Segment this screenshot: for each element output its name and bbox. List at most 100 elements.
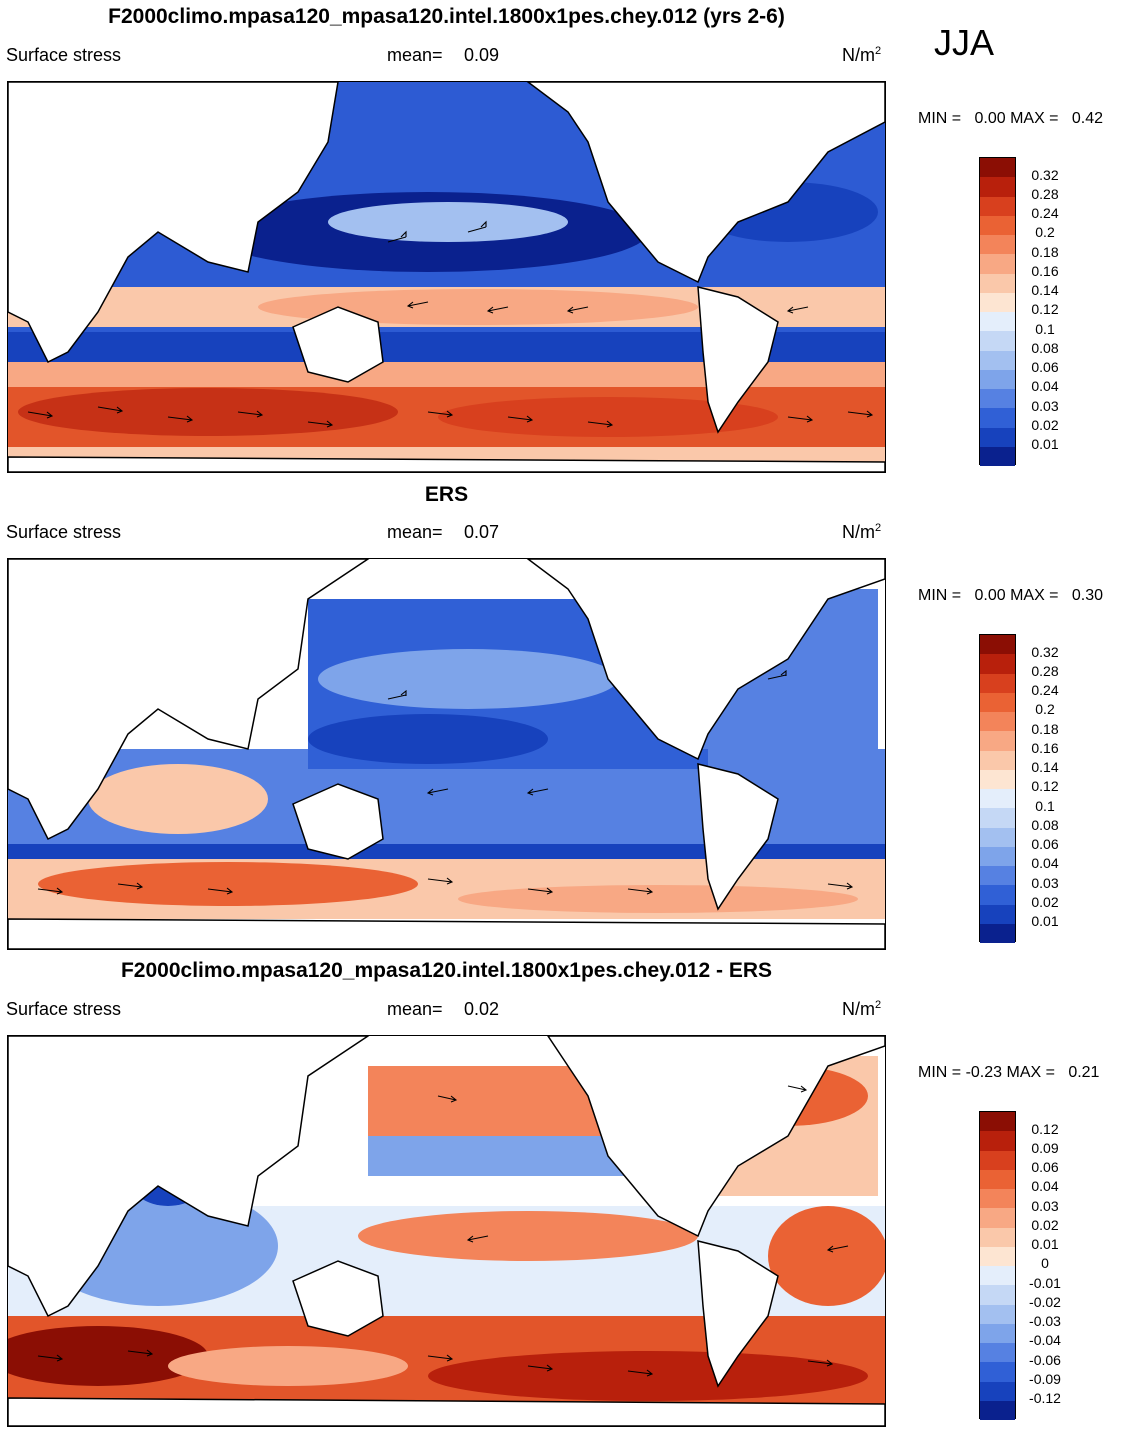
panel-3-min-label: MIN =: [918, 1064, 962, 1081]
colorbar-label: 0.09: [1031, 1140, 1059, 1156]
colorbar-swatch: [980, 654, 1015, 674]
season-label: JJA: [934, 22, 995, 63]
colorbar-swatch: [980, 158, 1015, 178]
panel-3-units: N/m2: [842, 999, 882, 1019]
colorbar-label: 0.06: [1031, 836, 1059, 852]
colorbar-label: 0.28: [1031, 663, 1059, 679]
panel-1-map: [7, 81, 886, 473]
colorbar-swatch: [980, 846, 1015, 866]
panel-2-variable: Surface stress: [6, 522, 122, 542]
colorbar-swatch: [980, 446, 1015, 466]
colorbar-label: 0.04: [1031, 378, 1059, 394]
colorbar-label: -0.03: [1029, 1313, 1061, 1329]
colorbar-swatch: [980, 885, 1015, 905]
colorbar-label: -0.09: [1029, 1371, 1061, 1387]
colorbar-swatch: [980, 673, 1015, 693]
panel-2-mean-value: 0.07: [464, 522, 500, 542]
colorbar-swatch: [980, 254, 1015, 274]
colorbar-label: 0.1: [1035, 321, 1055, 337]
colorbar-label: 0.2: [1035, 701, 1055, 717]
panel-1-colorbar: [979, 157, 1016, 466]
colorbar-swatch: [980, 312, 1015, 332]
colorbar-swatch: [980, 866, 1015, 886]
panel-2-colorbar: [979, 634, 1016, 943]
panel-2-max-value: 0.30: [1071, 587, 1104, 604]
panel-3-minmax: MIN = -0.23 MAX = 0.21: [918, 1064, 1099, 1082]
colorbar-label: 0.2: [1035, 224, 1055, 240]
colorbar-swatch: [980, 273, 1015, 293]
colorbar-swatch: [980, 1131, 1015, 1151]
colorbar-label: 0.02: [1031, 1217, 1059, 1233]
panel-3-max-label: MAX =: [1006, 1064, 1055, 1081]
colorbar-swatch: [980, 1112, 1015, 1132]
colorbar-label: 0: [1041, 1255, 1049, 1271]
panel-1-mean-label: mean=: [387, 45, 443, 65]
panel-2-minmax: MIN = 0.00 MAX = 0.30: [918, 587, 1103, 605]
colorbar-swatch: [980, 292, 1015, 312]
colorbar-label: -0.01: [1029, 1275, 1061, 1291]
colorbar-label: 0.18: [1031, 721, 1059, 737]
panel-2-units: N/m2: [842, 522, 882, 542]
panel-1-title: F2000climo.mpasa120_mpasa120.intel.1800x…: [108, 5, 785, 28]
panel-1-mean-value: 0.09: [464, 45, 500, 65]
colorbar-swatch: [980, 923, 1015, 943]
colorbar-label: 0.03: [1031, 398, 1059, 414]
panel-3-mean-label: mean=: [387, 999, 443, 1019]
colorbar-label: 0.14: [1031, 759, 1059, 775]
colorbar-label: 0.02: [1031, 417, 1059, 433]
colorbar-swatch: [980, 904, 1015, 924]
colorbar-label: -0.12: [1029, 1390, 1061, 1406]
panel-2-max-label: MAX =: [1010, 587, 1059, 604]
colorbar-swatch: [980, 1285, 1015, 1305]
colorbar-swatch: [980, 196, 1015, 216]
panel-3-map: [7, 1035, 886, 1427]
colorbar-swatch: [980, 235, 1015, 255]
colorbar-swatch: [980, 369, 1015, 389]
colorbar-label: 0.1: [1035, 798, 1055, 814]
colorbar-label: 0.12: [1031, 1121, 1059, 1137]
colorbar-swatch: [980, 789, 1015, 809]
colorbar-label: 0.12: [1031, 778, 1059, 794]
colorbar-swatch: [980, 1266, 1015, 1286]
panel-2-mean-label: mean=: [387, 522, 443, 542]
colorbar-label: 0.32: [1031, 644, 1059, 660]
panel-1-units: N/m2: [842, 45, 882, 65]
colorbar-label: 0.01: [1031, 1236, 1059, 1252]
panel-2-min-label: MIN =: [918, 587, 962, 604]
colorbar-label: 0.08: [1031, 340, 1059, 356]
colorbar-swatch: [980, 692, 1015, 712]
colorbar-label: 0.28: [1031, 186, 1059, 202]
colorbar-swatch: [980, 750, 1015, 770]
colorbar-label: 0.01: [1031, 913, 1059, 929]
panel-1-max-value: 0.42: [1071, 110, 1104, 127]
colorbar-label: 0.16: [1031, 740, 1059, 756]
colorbar-swatch: [980, 1227, 1015, 1247]
colorbar-swatch: [980, 1169, 1015, 1189]
colorbar-swatch: [980, 1323, 1015, 1343]
colorbar-label: 0.08: [1031, 817, 1059, 833]
panel-3-colorbar: [979, 1111, 1016, 1420]
colorbar-label: -0.02: [1029, 1294, 1061, 1310]
colorbar-label: 0.14: [1031, 282, 1059, 298]
colorbar-swatch: [980, 1381, 1015, 1401]
colorbar-swatch: [980, 389, 1015, 409]
colorbar-label: 0.16: [1031, 263, 1059, 279]
colorbar-label: 0.04: [1031, 855, 1059, 871]
colorbar-swatch: [980, 408, 1015, 428]
panel-3-mean-value: 0.02: [464, 999, 500, 1019]
colorbar-label: 0.12: [1031, 301, 1059, 317]
colorbar-swatch: [980, 1189, 1015, 1209]
colorbar-swatch: [980, 350, 1015, 370]
panel-2-min-value: 0.00: [974, 587, 1006, 604]
panel-2-map: [7, 558, 886, 950]
colorbar-swatch: [980, 808, 1015, 828]
colorbar-swatch: [980, 769, 1015, 789]
colorbar-label: 0.03: [1031, 1198, 1059, 1214]
colorbar-swatch: [980, 1400, 1015, 1420]
colorbar-label: -0.06: [1029, 1352, 1061, 1368]
colorbar-swatch: [980, 712, 1015, 732]
colorbar-swatch: [980, 331, 1015, 351]
colorbar-label: 0.01: [1031, 436, 1059, 452]
colorbar-swatch: [980, 635, 1015, 655]
panel-1-min-label: MIN =: [918, 110, 962, 127]
